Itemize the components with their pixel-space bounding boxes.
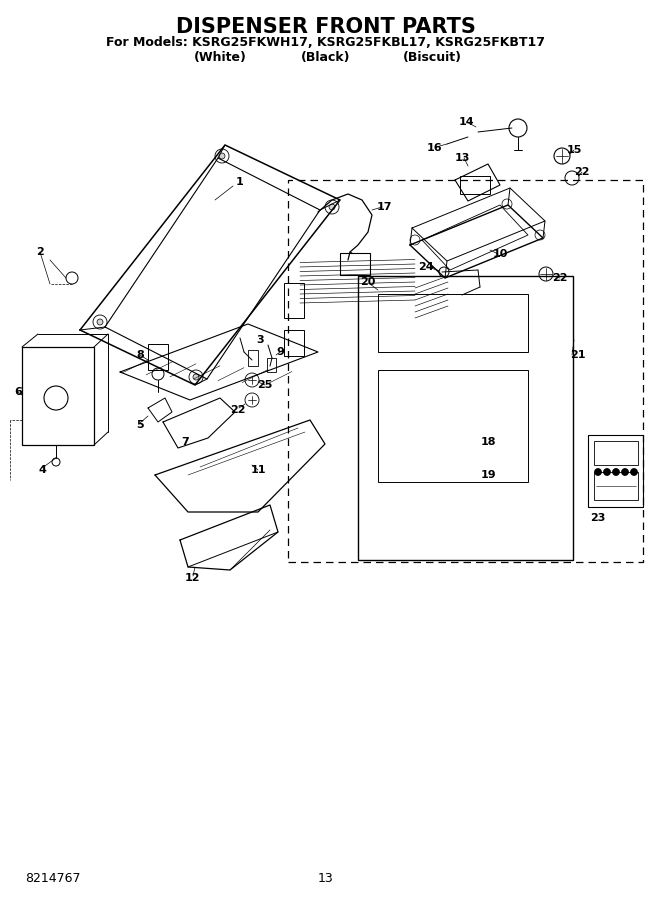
Text: 22: 22: [552, 273, 568, 283]
Text: 15: 15: [567, 145, 582, 155]
Circle shape: [193, 374, 199, 380]
Bar: [284, 283, 304, 318]
Bar: [358, 276, 573, 560]
Text: 20: 20: [361, 277, 376, 287]
Text: For Models: KSRG25FKWH17, KSRG25FKBL17, KSRG25FKBT17: For Models: KSRG25FKWH17, KSRG25FKBL17, …: [106, 37, 546, 50]
Bar: [22, 347, 94, 445]
Text: 5: 5: [136, 420, 144, 430]
Bar: [378, 294, 528, 352]
Circle shape: [604, 469, 610, 475]
Bar: [588, 435, 643, 507]
Text: (Black): (Black): [301, 50, 351, 64]
Text: 17: 17: [376, 202, 392, 212]
Bar: [378, 370, 528, 482]
Text: 12: 12: [185, 573, 200, 583]
Bar: [460, 176, 490, 194]
Circle shape: [329, 204, 335, 210]
Text: 9: 9: [276, 347, 284, 357]
Text: 8: 8: [136, 350, 144, 360]
Bar: [284, 330, 304, 356]
Bar: [248, 350, 258, 366]
Text: 10: 10: [492, 249, 508, 259]
Bar: [267, 358, 276, 372]
Bar: [340, 253, 370, 275]
Text: (White): (White): [194, 50, 246, 64]
Text: 13: 13: [318, 871, 334, 885]
Circle shape: [621, 469, 629, 475]
Text: 19: 19: [480, 470, 496, 480]
Circle shape: [97, 319, 103, 325]
Circle shape: [630, 469, 638, 475]
Text: 22: 22: [230, 405, 246, 415]
Text: (Biscuit): (Biscuit): [402, 50, 462, 64]
Text: 7: 7: [181, 437, 189, 447]
Text: 23: 23: [590, 513, 606, 523]
Text: 24: 24: [418, 262, 434, 272]
Bar: [594, 472, 638, 500]
Text: 14: 14: [458, 117, 474, 127]
Text: 22: 22: [574, 167, 590, 177]
Text: 1: 1: [236, 177, 244, 187]
Text: 21: 21: [570, 350, 585, 360]
Text: 11: 11: [250, 465, 266, 475]
Text: 8214767: 8214767: [25, 871, 80, 885]
Text: 6: 6: [14, 387, 22, 397]
Bar: [594, 441, 638, 465]
Circle shape: [595, 469, 602, 475]
Circle shape: [219, 153, 225, 159]
Text: 3: 3: [256, 335, 264, 345]
Text: 4: 4: [38, 465, 46, 475]
Bar: [288, 180, 643, 562]
Text: DISPENSER FRONT PARTS: DISPENSER FRONT PARTS: [176, 17, 476, 37]
Text: 2: 2: [36, 247, 44, 257]
Text: 13: 13: [454, 153, 469, 163]
Bar: [148, 344, 168, 370]
Text: 16: 16: [426, 143, 442, 153]
Text: 25: 25: [258, 380, 273, 390]
Circle shape: [612, 469, 619, 475]
Text: 18: 18: [481, 437, 496, 447]
